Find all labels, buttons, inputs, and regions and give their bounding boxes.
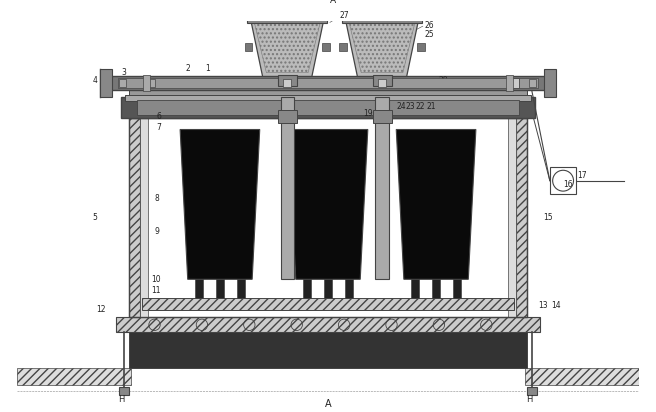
Text: 9: 9 bbox=[154, 227, 159, 236]
Bar bbox=[119, 79, 126, 87]
Bar bbox=[506, 75, 513, 91]
Text: 2: 2 bbox=[186, 64, 190, 73]
Bar bbox=[373, 110, 392, 123]
Bar bbox=[117, 78, 539, 88]
Text: A: A bbox=[325, 399, 331, 410]
Text: 3: 3 bbox=[121, 68, 126, 77]
Bar bbox=[129, 90, 527, 97]
Text: 17: 17 bbox=[577, 171, 587, 180]
Bar bbox=[303, 279, 311, 298]
Text: 15: 15 bbox=[543, 213, 553, 222]
Bar bbox=[136, 100, 520, 115]
Bar bbox=[110, 76, 546, 90]
Text: 5: 5 bbox=[92, 213, 98, 222]
Text: 14: 14 bbox=[551, 301, 560, 310]
Bar bbox=[512, 78, 520, 88]
Text: A: A bbox=[330, 0, 336, 5]
Text: 4: 4 bbox=[92, 76, 98, 85]
Text: 18: 18 bbox=[375, 111, 385, 120]
Bar bbox=[17, 368, 131, 386]
Bar bbox=[119, 387, 129, 395]
Bar bbox=[129, 332, 527, 368]
Bar bbox=[525, 368, 639, 386]
Text: 1: 1 bbox=[205, 64, 209, 73]
Text: 24: 24 bbox=[396, 102, 406, 111]
Polygon shape bbox=[180, 129, 260, 279]
Bar bbox=[342, 16, 422, 23]
Bar bbox=[379, 79, 386, 87]
Bar bbox=[453, 279, 461, 298]
Bar bbox=[129, 118, 140, 317]
Bar bbox=[100, 69, 112, 97]
Bar bbox=[508, 118, 516, 317]
Bar bbox=[277, 110, 297, 123]
Text: H: H bbox=[118, 395, 125, 404]
Bar bbox=[281, 97, 294, 279]
Text: 23: 23 bbox=[405, 102, 415, 111]
Text: 25: 25 bbox=[424, 30, 434, 39]
Bar bbox=[373, 75, 392, 86]
Bar bbox=[245, 43, 252, 51]
Bar bbox=[345, 279, 353, 298]
Text: 6: 6 bbox=[156, 112, 161, 121]
Text: H: H bbox=[525, 395, 532, 404]
Bar bbox=[129, 118, 527, 317]
Text: 22: 22 bbox=[415, 102, 424, 111]
Text: 8: 8 bbox=[155, 194, 159, 203]
Text: 12: 12 bbox=[96, 305, 106, 314]
Bar bbox=[432, 279, 440, 298]
Bar bbox=[247, 16, 327, 23]
Bar bbox=[143, 75, 150, 91]
Bar bbox=[148, 79, 155, 87]
Bar bbox=[339, 43, 347, 51]
Text: 11: 11 bbox=[152, 286, 161, 295]
Bar bbox=[375, 97, 388, 279]
Polygon shape bbox=[251, 18, 324, 76]
Bar bbox=[121, 97, 535, 118]
Text: 16: 16 bbox=[563, 180, 573, 189]
Polygon shape bbox=[396, 129, 476, 279]
Text: 7: 7 bbox=[156, 123, 161, 132]
Text: 19: 19 bbox=[363, 109, 373, 118]
Bar bbox=[216, 279, 224, 298]
Text: 21: 21 bbox=[426, 102, 436, 111]
Bar bbox=[516, 118, 527, 317]
Bar bbox=[550, 167, 577, 194]
Bar bbox=[195, 279, 203, 298]
Bar bbox=[140, 118, 516, 310]
Bar bbox=[237, 279, 245, 298]
Bar bbox=[508, 79, 515, 87]
Text: 26: 26 bbox=[424, 21, 434, 30]
Text: 27: 27 bbox=[339, 11, 349, 20]
Bar bbox=[324, 279, 332, 298]
Text: 20: 20 bbox=[439, 76, 449, 85]
Bar bbox=[544, 69, 556, 97]
Polygon shape bbox=[345, 18, 419, 76]
Text: 13: 13 bbox=[539, 301, 548, 310]
Bar bbox=[115, 317, 541, 332]
Bar bbox=[125, 96, 531, 101]
Bar bbox=[417, 43, 424, 51]
Polygon shape bbox=[288, 129, 368, 279]
Text: 10: 10 bbox=[152, 275, 161, 284]
Bar bbox=[411, 279, 419, 298]
Bar bbox=[142, 298, 514, 310]
Bar bbox=[283, 79, 291, 87]
Bar bbox=[140, 118, 148, 317]
Bar bbox=[322, 43, 330, 51]
Bar bbox=[529, 79, 535, 87]
Bar bbox=[527, 387, 537, 395]
Bar bbox=[277, 75, 297, 86]
